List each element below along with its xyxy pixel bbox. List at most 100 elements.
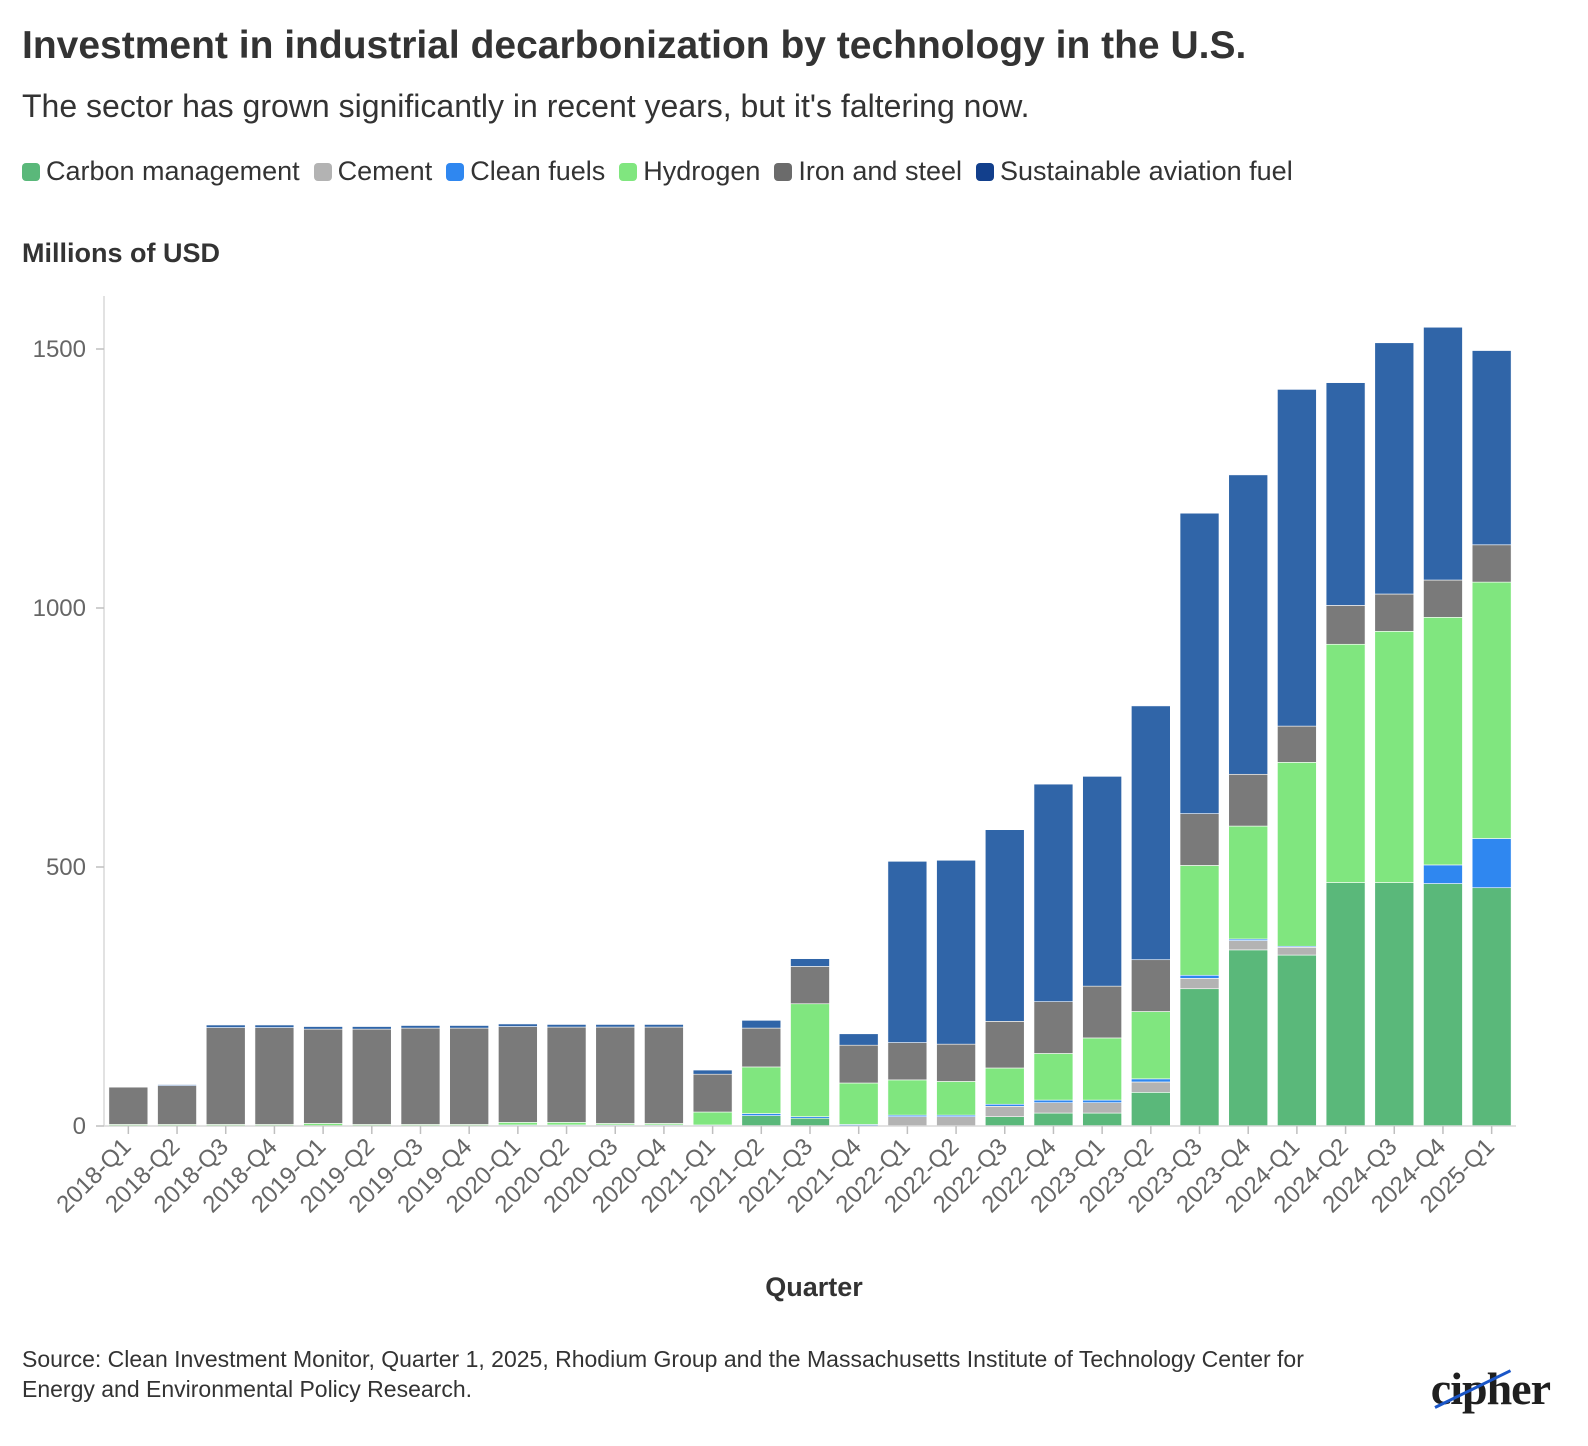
bar-segment-sustainable-aviation-fuel[interactable]: [838, 1033, 879, 1046]
bar-segment-iron-and-steel[interactable]: [1374, 593, 1415, 632]
bar-segment-sustainable-aviation-fuel[interactable]: [692, 1069, 733, 1075]
bar-segment-iron-and-steel[interactable]: [449, 1027, 489, 1125]
bar-segment-cement[interactable]: [1277, 946, 1317, 956]
bar-stack-2024-Q2[interactable]: [1325, 382, 1366, 1127]
bar-segment-hydrogen[interactable]: [1423, 617, 1463, 866]
bar-segment-clean-fuels[interactable]: [1033, 1099, 1074, 1103]
bar-segment-hydrogen[interactable]: [1228, 825, 1268, 940]
bar-segment-iron-and-steel[interactable]: [790, 966, 830, 1005]
bar-stack-2020-Q4[interactable]: [644, 1024, 684, 1127]
bar-stack-2023-Q4[interactable]: [1228, 474, 1268, 1127]
bar-stack-2022-Q4[interactable]: [1033, 783, 1074, 1127]
bar-segment-sustainable-aviation-fuel[interactable]: [400, 1025, 441, 1029]
bar-segment-iron-and-steel[interactable]: [546, 1026, 587, 1123]
legend-item-sustainable-aviation-fuel[interactable]: Sustainable aviation fuel: [975, 156, 1293, 187]
bar-segment-hydrogen[interactable]: [546, 1122, 587, 1126]
bar-stack-2021-Q1[interactable]: [692, 1069, 733, 1127]
bar-segment-sustainable-aviation-fuel[interactable]: [1228, 474, 1268, 775]
bar-segment-clean-fuels[interactable]: [1131, 1078, 1171, 1083]
bar-stack-2018-Q3[interactable]: [205, 1024, 246, 1127]
bar-segment-sustainable-aviation-fuel[interactable]: [1082, 776, 1122, 987]
bar-segment-sustainable-aviation-fuel[interactable]: [1277, 389, 1317, 727]
bar-stack-2020-Q3[interactable]: [595, 1024, 636, 1127]
bar-stack-2021-Q3[interactable]: [790, 958, 830, 1127]
bar-segment-sustainable-aviation-fuel[interactable]: [157, 1084, 197, 1086]
bar-segment-iron-and-steel[interactable]: [303, 1028, 343, 1124]
bar-segment-clean-fuels[interactable]: [1179, 974, 1220, 979]
bar-stack-2018-Q1[interactable]: [108, 1086, 149, 1127]
bar-segment-hydrogen[interactable]: [1033, 1053, 1074, 1101]
legend-item-iron-and-steel[interactable]: Iron and steel: [774, 156, 962, 187]
bar-segment-iron-and-steel[interactable]: [741, 1027, 782, 1068]
bar-segment-carbon-management[interactable]: [790, 1117, 830, 1127]
legend-item-cement[interactable]: Cement: [313, 156, 432, 187]
bar-segment-iron-and-steel[interactable]: [692, 1073, 733, 1113]
bar-segment-cement[interactable]: [887, 1116, 928, 1127]
bar-segment-iron-and-steel[interactable]: [1471, 544, 1512, 583]
bar-segment-iron-and-steel[interactable]: [1277, 725, 1317, 763]
bar-segment-hydrogen[interactable]: [936, 1081, 976, 1116]
bar-segment-sustainable-aviation-fuel[interactable]: [1325, 382, 1366, 606]
bar-stack-2019-Q2[interactable]: [352, 1026, 392, 1127]
bar-stack-2019-Q3[interactable]: [400, 1025, 441, 1127]
bar-segment-iron-and-steel[interactable]: [936, 1043, 976, 1082]
bar-segment-cement[interactable]: [1131, 1081, 1171, 1093]
legend-item-carbon-management[interactable]: Carbon management: [22, 156, 300, 187]
bar-segment-cement[interactable]: [984, 1106, 1025, 1117]
bar-segment-sustainable-aviation-fuel[interactable]: [790, 958, 830, 967]
bar-segment-iron-and-steel[interactable]: [838, 1044, 879, 1084]
bar-segment-iron-and-steel[interactable]: [205, 1027, 246, 1125]
bar-segment-hydrogen[interactable]: [790, 1003, 830, 1117]
bar-segment-cement[interactable]: [1082, 1102, 1122, 1114]
bar-stack-2022-Q1[interactable]: [887, 861, 928, 1127]
bar-segment-hydrogen[interactable]: [1325, 643, 1366, 883]
bar-segment-sustainable-aviation-fuel[interactable]: [984, 829, 1025, 1022]
bar-segment-carbon-management[interactable]: [1179, 988, 1220, 1127]
bar-segment-sustainable-aviation-fuel[interactable]: [1131, 705, 1171, 961]
bar-segment-hydrogen[interactable]: [498, 1122, 538, 1126]
bar-stack-2024-Q4[interactable]: [1423, 326, 1463, 1127]
bar-segment-iron-and-steel[interactable]: [1131, 959, 1171, 1012]
bar-segment-hydrogen[interactable]: [1082, 1037, 1122, 1101]
bar-segment-carbon-management[interactable]: [1033, 1112, 1074, 1127]
bar-segment-sustainable-aviation-fuel[interactable]: [1374, 342, 1415, 595]
bar-segment-sustainable-aviation-fuel[interactable]: [887, 861, 928, 1043]
bar-stack-2019-Q4[interactable]: [449, 1025, 489, 1127]
bar-stack-2021-Q4[interactable]: [838, 1033, 879, 1127]
bar-segment-cement[interactable]: [1033, 1102, 1074, 1114]
bar-segment-sustainable-aviation-fuel[interactable]: [205, 1024, 246, 1028]
bar-segment-iron-and-steel[interactable]: [984, 1021, 1025, 1069]
bar-segment-clean-fuels[interactable]: [1423, 864, 1463, 884]
bar-segment-carbon-management[interactable]: [1471, 887, 1512, 1127]
bar-stack-2024-Q3[interactable]: [1374, 342, 1415, 1127]
bar-segment-hydrogen[interactable]: [1179, 865, 1220, 976]
bar-segment-hydrogen[interactable]: [887, 1079, 928, 1116]
bar-segment-hydrogen[interactable]: [838, 1082, 879, 1125]
bar-segment-carbon-management[interactable]: [984, 1116, 1025, 1127]
bar-segment-iron-and-steel[interactable]: [157, 1085, 197, 1125]
bar-segment-iron-and-steel[interactable]: [400, 1027, 441, 1125]
bar-segment-iron-and-steel[interactable]: [644, 1026, 684, 1124]
bar-segment-sustainable-aviation-fuel[interactable]: [1423, 326, 1463, 581]
bar-segment-iron-and-steel[interactable]: [1325, 605, 1366, 645]
bar-segment-iron-and-steel[interactable]: [352, 1028, 392, 1125]
bar-segment-hydrogen[interactable]: [741, 1066, 782, 1114]
bar-segment-iron-and-steel[interactable]: [595, 1026, 636, 1124]
bar-segment-cement[interactable]: [1228, 940, 1268, 951]
bar-segment-sustainable-aviation-fuel[interactable]: [1033, 783, 1074, 1002]
bar-segment-sustainable-aviation-fuel[interactable]: [936, 859, 976, 1045]
bar-segment-clean-fuels[interactable]: [1082, 1099, 1122, 1103]
bar-segment-carbon-management[interactable]: [1082, 1112, 1122, 1127]
bar-segment-iron-and-steel[interactable]: [498, 1026, 538, 1123]
bar-segment-sustainable-aviation-fuel[interactable]: [741, 1020, 782, 1029]
bar-segment-cement[interactable]: [1179, 978, 1220, 990]
bar-stack-2024-Q1[interactable]: [1277, 389, 1317, 1127]
bar-segment-hydrogen[interactable]: [1471, 581, 1512, 839]
bar-segment-hydrogen[interactable]: [984, 1067, 1025, 1105]
bar-segment-iron-and-steel[interactable]: [1179, 813, 1220, 866]
bar-segment-carbon-management[interactable]: [1228, 949, 1268, 1127]
bar-stack-2020-Q1[interactable]: [498, 1023, 538, 1127]
bar-stack-2020-Q2[interactable]: [546, 1024, 587, 1127]
bar-segment-cement[interactable]: [936, 1116, 976, 1127]
bar-segment-sustainable-aviation-fuel[interactable]: [254, 1024, 295, 1028]
